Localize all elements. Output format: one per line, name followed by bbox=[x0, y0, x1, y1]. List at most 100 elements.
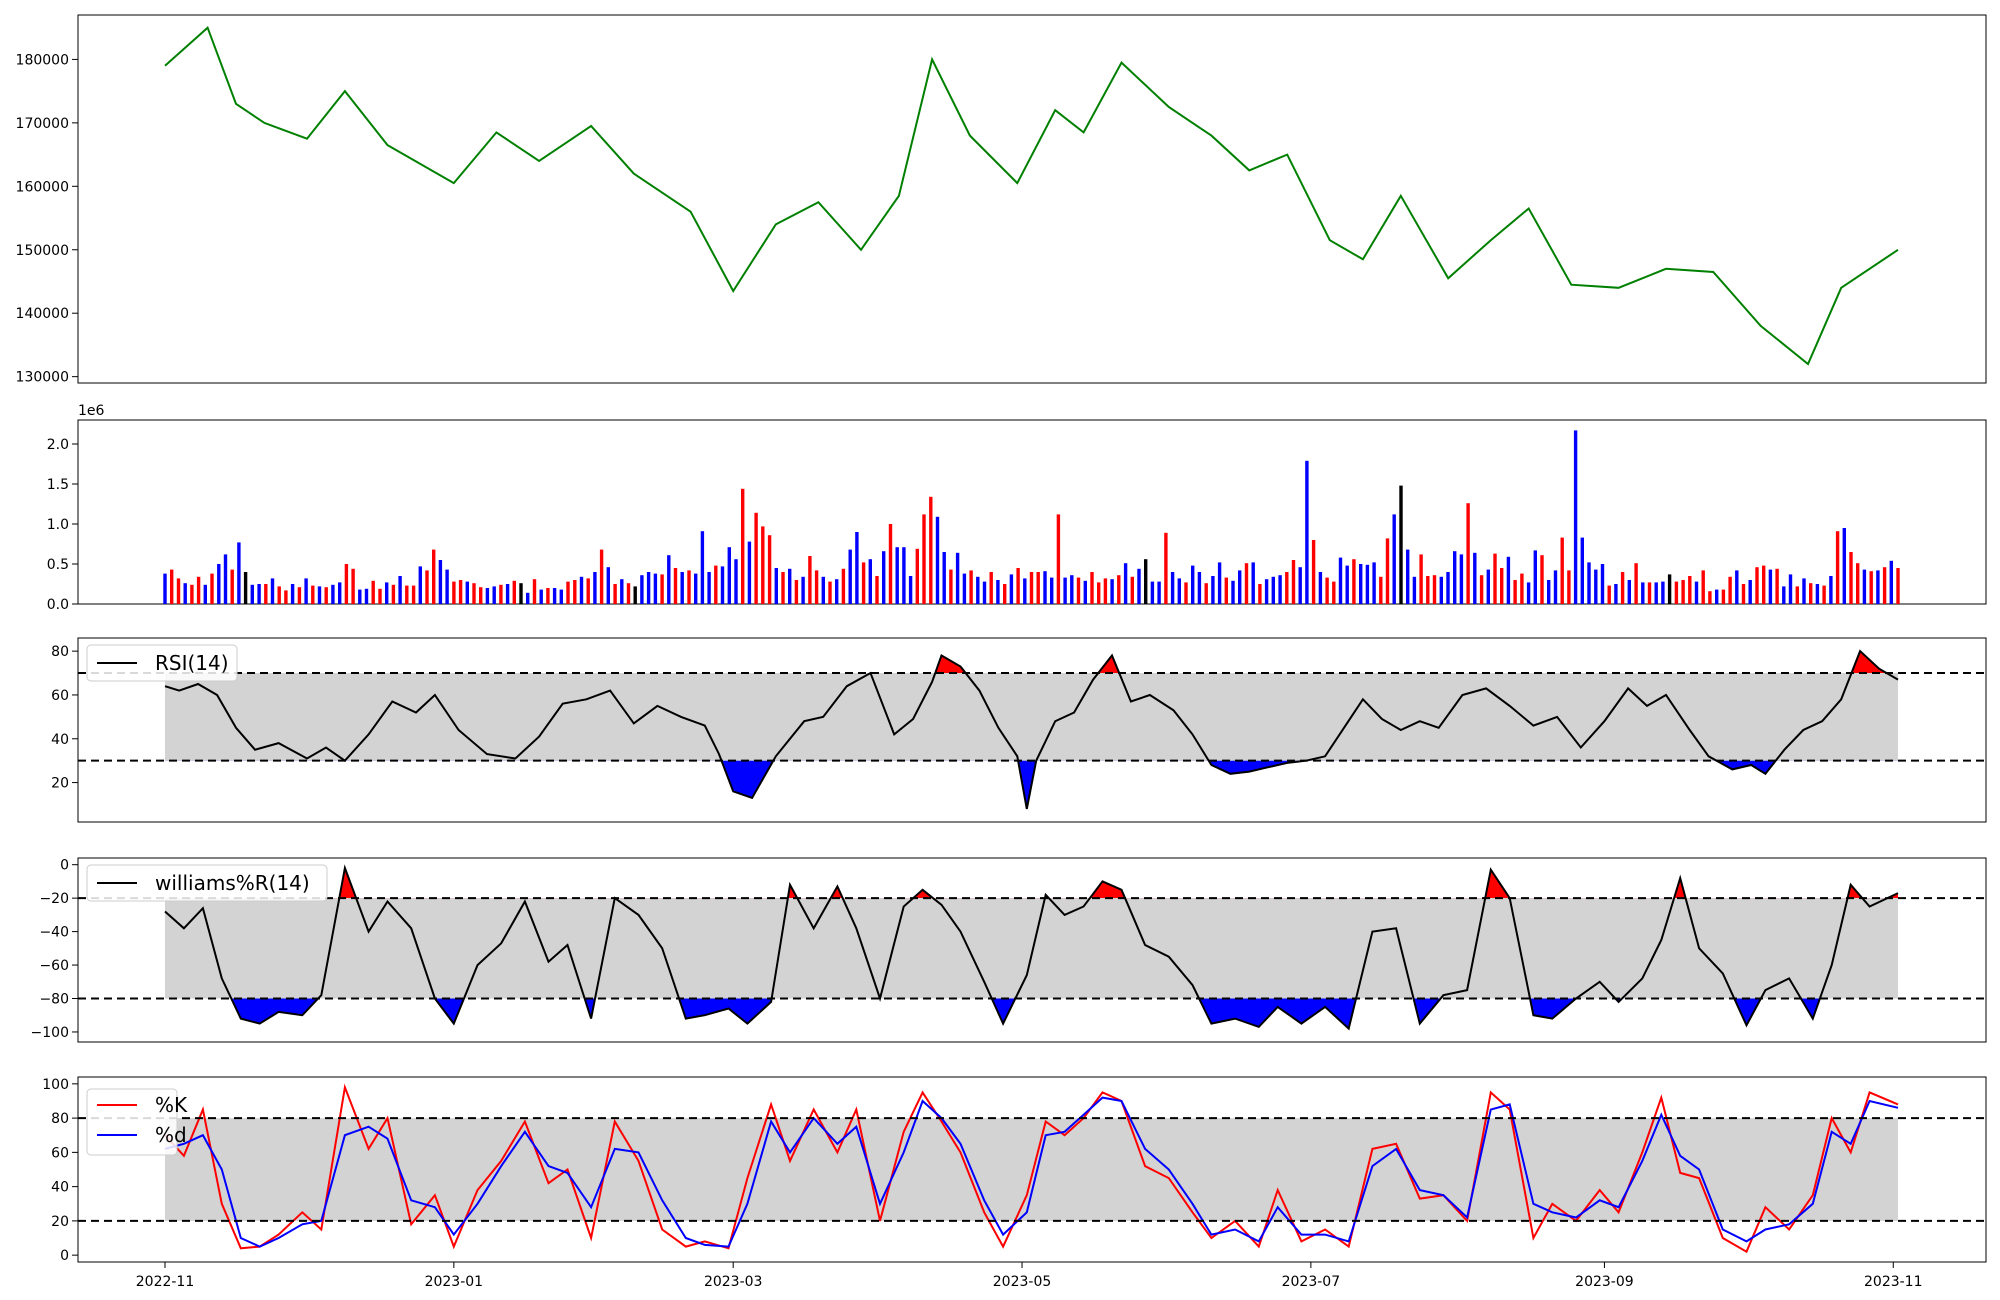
volume-bar bbox=[855, 532, 859, 604]
volume-bar bbox=[848, 549, 852, 604]
volume-bar bbox=[1298, 567, 1302, 604]
volume-bar bbox=[1023, 578, 1027, 604]
volume-bar bbox=[1822, 585, 1826, 604]
volume-bar bbox=[290, 584, 295, 604]
volume-bar bbox=[284, 590, 288, 604]
y-tick-label: 80 bbox=[51, 1111, 69, 1127]
volume-bar bbox=[593, 572, 597, 604]
volume-bar bbox=[1211, 576, 1215, 604]
volume-bar bbox=[445, 569, 449, 604]
volume-bar bbox=[1856, 563, 1860, 604]
volume-bar bbox=[492, 586, 496, 604]
volume-bar bbox=[955, 552, 960, 604]
volume-bar bbox=[1412, 576, 1417, 604]
volume-bar bbox=[1654, 582, 1658, 604]
stochastic-panel: 0 20 40 60 80 100 %K %d 2022-11 2023-01 2023-03 202… bbox=[42, 1076, 1987, 1290]
y-tick-label: 20 bbox=[51, 776, 69, 792]
volume-bar bbox=[1379, 576, 1383, 604]
y-tick-label: 150000 bbox=[16, 243, 69, 259]
volume-bar bbox=[1150, 581, 1155, 604]
y-tick-label: 0.0 bbox=[47, 597, 69, 613]
volume-bar bbox=[788, 568, 792, 604]
volume-bar bbox=[1043, 571, 1047, 604]
volume-bar bbox=[888, 524, 893, 604]
volume-bar bbox=[741, 488, 745, 604]
volume-bar bbox=[210, 573, 214, 604]
volume-bar bbox=[1540, 555, 1544, 604]
volume-bar bbox=[1620, 572, 1625, 604]
panel-frame bbox=[77, 14, 1987, 384]
volume-bar bbox=[1144, 559, 1148, 604]
volume-bar bbox=[1815, 584, 1820, 604]
volume-bar bbox=[1231, 580, 1235, 604]
volume-bar bbox=[579, 576, 584, 604]
volume-bar bbox=[1721, 589, 1726, 604]
volume-bar bbox=[1311, 540, 1316, 604]
y-tick-label: 60 bbox=[51, 1145, 69, 1161]
volume-bar bbox=[559, 589, 563, 604]
volume-bar bbox=[1587, 562, 1591, 604]
volume-bar bbox=[1453, 551, 1457, 604]
volume-bar bbox=[1681, 580, 1685, 604]
volume-bar bbox=[1755, 567, 1759, 604]
volume-bar bbox=[512, 580, 516, 604]
volume-bar bbox=[781, 572, 785, 604]
volume-bar bbox=[1701, 570, 1705, 604]
y-tick-label: 180000 bbox=[16, 52, 69, 68]
volume-bar bbox=[250, 584, 254, 604]
volume-bar bbox=[1688, 576, 1692, 604]
volume-bar bbox=[1748, 580, 1752, 604]
volume-bar bbox=[1271, 576, 1275, 604]
volume-bar bbox=[237, 542, 241, 604]
volume-bar bbox=[176, 578, 181, 604]
volume-bar bbox=[418, 566, 422, 604]
volume-bar bbox=[1674, 581, 1679, 604]
volume-bar bbox=[217, 564, 221, 604]
y-tick-label: 60 bbox=[51, 688, 69, 704]
volume-bar bbox=[969, 570, 973, 604]
volume-bar bbox=[687, 570, 691, 604]
volume-bar bbox=[794, 580, 799, 604]
legend-label: williams%R(14) bbox=[155, 871, 310, 895]
x-tick-label: 2023-11 bbox=[1864, 1274, 1923, 1290]
percent-d-line bbox=[164, 1096, 1899, 1248]
price-line bbox=[164, 25, 1899, 366]
volume-bar bbox=[1238, 570, 1242, 604]
volume-bar bbox=[1735, 570, 1739, 604]
volume-bar bbox=[922, 514, 926, 604]
volume-bar bbox=[243, 572, 248, 604]
volume-bar bbox=[1083, 580, 1087, 604]
volume-bar bbox=[1345, 565, 1349, 604]
volume-bar bbox=[277, 586, 281, 604]
rsi-line bbox=[164, 649, 1899, 810]
volume-bar bbox=[976, 576, 980, 604]
volume-bar bbox=[1466, 503, 1470, 604]
volume-bar bbox=[297, 587, 302, 604]
volume-bar bbox=[1849, 552, 1853, 604]
volume-bar bbox=[1647, 582, 1652, 604]
x-tick-label: 2022-11 bbox=[136, 1274, 195, 1290]
volume-bar bbox=[1829, 576, 1833, 604]
volume-bar bbox=[599, 549, 604, 604]
price-panel: 130000 140000 150000 160000 170000 180000 bbox=[16, 14, 1987, 386]
volume-bar bbox=[1291, 560, 1296, 604]
williams-panel: −100 −80 −60 −40 −20 0 williams%R(14) bbox=[31, 857, 1987, 1043]
volume-bar bbox=[1889, 560, 1893, 604]
volume-bar bbox=[1762, 565, 1766, 604]
y-tick-label: 20 bbox=[51, 1214, 69, 1230]
volume-bar bbox=[640, 575, 644, 604]
volume-bar bbox=[902, 547, 906, 604]
volume-bar bbox=[1520, 573, 1524, 604]
volume-bar bbox=[1110, 579, 1114, 604]
volume-bar bbox=[1332, 581, 1336, 604]
volume-bar bbox=[163, 573, 167, 604]
volume-bar bbox=[1318, 572, 1323, 604]
volume-bar bbox=[526, 592, 530, 604]
volume-bar bbox=[411, 585, 416, 604]
volume-bar bbox=[734, 559, 738, 604]
volume-bar bbox=[949, 569, 953, 604]
volume-bar bbox=[808, 556, 812, 604]
volume-bar bbox=[1459, 554, 1464, 604]
volume-bar bbox=[1533, 550, 1537, 604]
williams-band bbox=[165, 898, 1898, 999]
